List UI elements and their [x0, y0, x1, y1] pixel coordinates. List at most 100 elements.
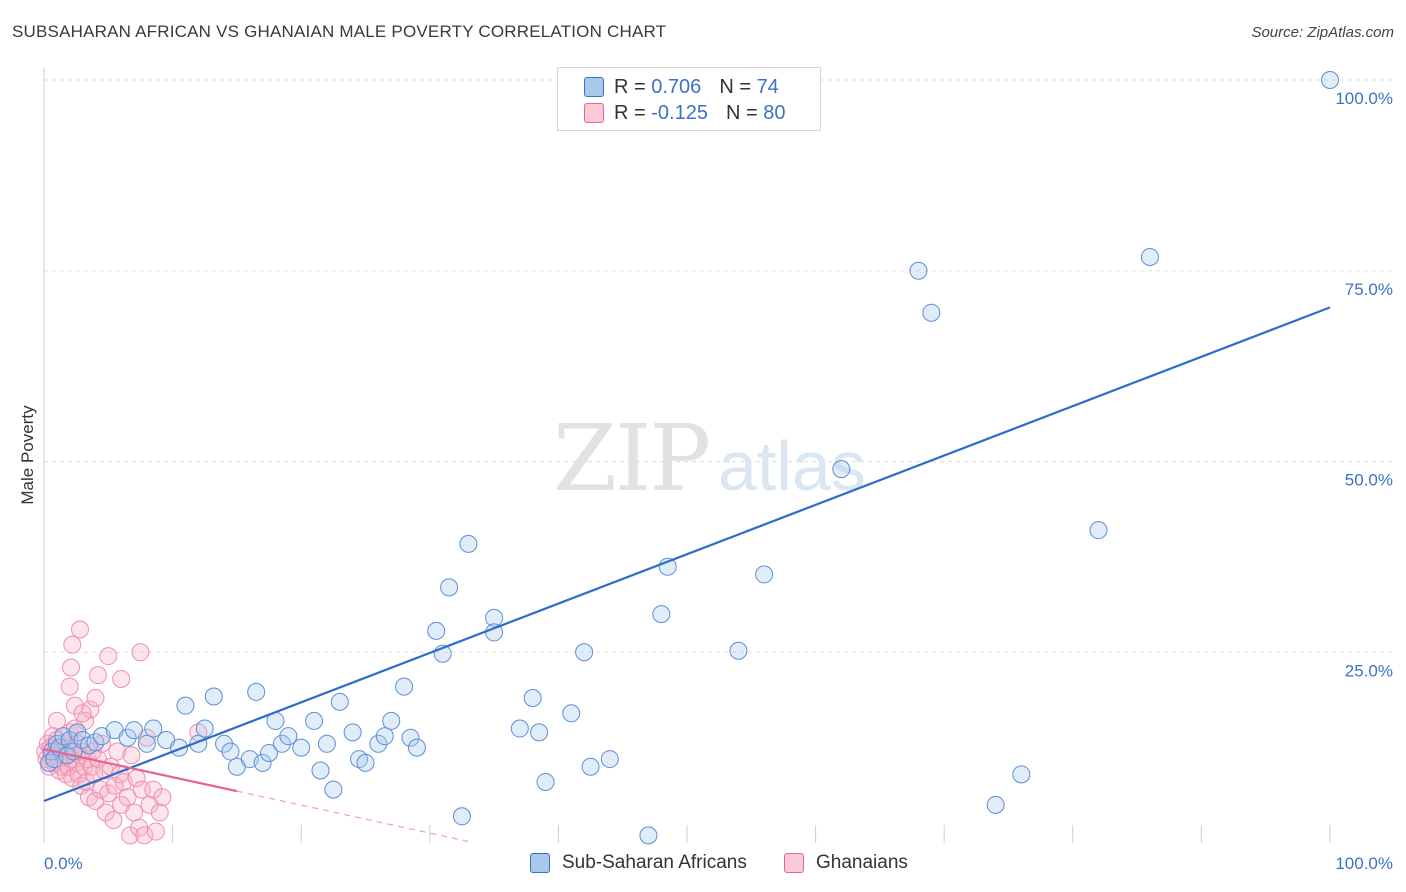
- ghanaians-points: [36, 620, 208, 845]
- sub-saharan-africans-point: [176, 696, 195, 715]
- sub-saharan-africans-point: [1321, 71, 1339, 89]
- ghanaians-point: [89, 666, 108, 685]
- legend-r-label: R =: [614, 75, 646, 98]
- sub-saharan-africans-point: [1012, 765, 1031, 784]
- watermark: ZIP atlas: [553, 405, 866, 512]
- legend-item-label: Sub-Saharan Africans: [562, 852, 747, 873]
- y-axis-label: Male Poverty: [18, 405, 37, 505]
- legend-item-sub-saharan-africans[interactable]: Sub-Saharan Africans: [530, 852, 747, 874]
- sub-saharan-africans-point: [356, 753, 375, 772]
- legend-r-value: 0.706: [651, 75, 702, 98]
- ghanaians-point: [105, 776, 124, 795]
- sub-saharan-africans-point: [510, 719, 529, 738]
- legend-n-value: 80: [763, 101, 786, 124]
- sub-saharan-africans-point: [247, 682, 266, 701]
- legend-swatch-pink: [584, 103, 604, 123]
- watermark-atlas: atlas: [718, 427, 866, 505]
- sub-saharan-africans-point: [909, 261, 928, 280]
- ghanaians-point: [112, 669, 131, 688]
- sub-saharan-africans-point: [755, 565, 774, 584]
- legend-item-ghanaians[interactable]: Ghanaians: [784, 852, 908, 874]
- sub-saharan-africans-point: [986, 795, 1005, 814]
- sub-saharan-africans-point: [485, 608, 504, 627]
- ghanaians-point: [150, 803, 169, 822]
- x-tick-label: 0.0%: [44, 854, 83, 873]
- sub-saharan-africans-point: [195, 719, 214, 738]
- sub-saharan-africans-point: [311, 761, 330, 780]
- sub-saharan-africans-trend-line: [43, 306, 1331, 803]
- ghanaians-point: [135, 826, 154, 845]
- sub-saharan-africans-point: [427, 621, 446, 640]
- ghanaians-point: [47, 711, 66, 730]
- sub-saharan-africans-point: [459, 534, 478, 553]
- sub-saharan-africans-point: [382, 711, 401, 730]
- sub-saharan-africans-point: [375, 727, 394, 746]
- ghanaians-point: [86, 689, 105, 708]
- ghanaians-point: [122, 746, 141, 765]
- sub-saharan-africans-point: [922, 303, 941, 322]
- legend-r-value: -0.125: [651, 101, 708, 124]
- ghanaians-point: [62, 658, 81, 677]
- correlation-legend: R = 0.706 N = 74 R = -0.125 N = 80: [557, 67, 821, 131]
- axes: [43, 68, 1331, 843]
- legend-n-label: N =: [725, 101, 758, 124]
- series-legend: Sub-Saharan Africans Ghanaians: [0, 852, 1406, 878]
- sub-saharan-africans-point: [125, 721, 144, 740]
- ghanaians-point: [125, 803, 144, 822]
- sub-saharan-africans-point: [729, 641, 748, 660]
- y-tick-label: 100.0%: [1335, 89, 1393, 108]
- sub-saharan-africans-point: [1089, 521, 1108, 540]
- x-tick-label: 100.0%: [1335, 854, 1393, 873]
- ghanaians-point: [108, 742, 127, 761]
- grid-lines: [44, 79, 1392, 653]
- sub-saharan-africans-point: [581, 757, 600, 776]
- sub-saharan-africans-point: [369, 734, 388, 753]
- watermark-zip: ZIP: [553, 405, 709, 512]
- sub-saharan-africans-point: [324, 780, 343, 799]
- sub-saharan-africans-point: [137, 734, 156, 753]
- ghanaians-point: [153, 788, 172, 807]
- sub-saharan-africans-point: [343, 723, 362, 742]
- legend-n-value: 74: [756, 75, 779, 98]
- legend-n-label: N =: [719, 75, 751, 98]
- sub-saharan-africans-point: [221, 742, 240, 761]
- legend-r-label: R =: [614, 101, 646, 124]
- sub-saharan-africans-point: [253, 753, 272, 772]
- trend-lines: [43, 306, 1331, 843]
- ghanaians-point: [73, 704, 92, 723]
- sub-saharan-africans-point: [272, 734, 291, 753]
- legend-item-label: Ghanaians: [816, 852, 908, 873]
- sub-saharan-africans-point: [600, 750, 619, 769]
- sub-saharan-africans-point: [260, 743, 279, 762]
- sub-saharan-africans-point: [279, 727, 298, 746]
- tick-labels: 25.0% 50.0% 75.0% 100.0% 0.0% 100.0%: [44, 89, 1393, 873]
- sub-saharan-africans-point: [317, 734, 336, 753]
- ghanaians-point: [131, 643, 150, 662]
- ghanaians-trend-line: [43, 748, 238, 793]
- sub-saharan-africans-point: [407, 738, 426, 757]
- sub-saharan-africans-point: [204, 687, 223, 706]
- legend-row-sub-saharan: R = 0.706 N = 74: [584, 75, 779, 99]
- sub-saharan-africans-point: [440, 578, 459, 597]
- sub-saharan-africans-point: [401, 728, 420, 747]
- sub-saharan-africans-point: [305, 711, 324, 730]
- source-label: Source: ZipAtlas.com: [1251, 24, 1394, 41]
- sub-saharan-africans-point: [144, 719, 163, 738]
- sub-saharan-africans-point: [452, 807, 471, 826]
- sub-saharan-africans-point: [536, 772, 555, 791]
- legend-swatch-pink: [784, 853, 804, 873]
- sub-saharan-africans-point: [330, 692, 349, 711]
- ghanaians-point: [92, 734, 111, 753]
- y-tick-label: 50.0%: [1345, 471, 1393, 490]
- ghanaians-point: [96, 803, 115, 822]
- y-tick-label: 75.0%: [1345, 280, 1393, 299]
- sub-saharan-africans-point: [118, 728, 137, 747]
- ghanaians-point: [144, 780, 163, 799]
- ghanaians-point: [99, 647, 118, 666]
- ghanaians-point: [99, 784, 118, 803]
- sub-saharan-africans-point: [832, 460, 851, 479]
- legend-swatch-blue: [584, 77, 604, 97]
- legend-row-ghanaians: R = -0.125 N = 80: [584, 101, 785, 125]
- sub-saharan-africans-point: [60, 730, 79, 749]
